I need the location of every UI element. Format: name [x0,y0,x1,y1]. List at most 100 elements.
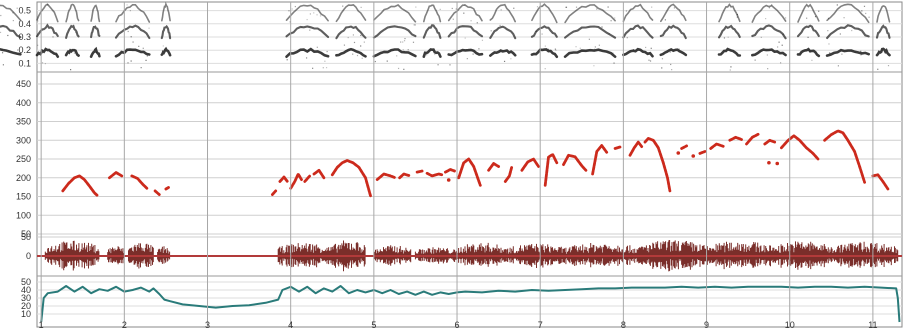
spectrogram-harmonic [35,23,59,38]
spectrogram-tick-label: 0.2 [18,45,31,55]
pitch-contour [278,175,289,183]
spectrogram-speck [565,6,568,8]
spectrogram-speck [887,65,890,67]
pitch-tick-label: 50 [21,229,31,239]
spectrogram-harmonic [335,25,367,40]
spectrogram-speck [472,53,474,55]
spectrogram-speck [555,49,557,51]
spectrogram-burst [622,3,654,62]
intensity-panel [37,281,902,323]
spectrogram-speck [127,62,129,64]
spectrogram-harmonic [825,48,870,57]
spectrogram-burst [160,1,172,57]
spectrogram-burst [875,5,891,70]
spectrogram-speck [661,67,663,69]
spectrogram-speck [481,39,484,41]
pitch-point [767,160,771,165]
spectrogram-harmonic [65,3,80,23]
spectrogram-speck [865,12,867,15]
spectrogram-harmonic [875,47,891,57]
pitch-contour [745,132,760,146]
spectrogram-tick-label: 0.4 [18,19,31,29]
spectrogram-speck [0,14,2,17]
spectrogram-harmonic [622,3,654,23]
pitch-contour [415,169,424,174]
spectrogram-speck [510,58,512,60]
spectrogram-speck [356,54,359,57]
pitch-point [775,161,780,166]
spectrogram-speck [828,43,830,45]
spectrogram-speck [470,20,472,22]
pitch-point [691,154,696,158]
spectrogram-burst [447,4,484,66]
spectrogram-speck [499,24,501,27]
spectrogram-speck [767,68,769,70]
spectrogram-speck [781,44,783,46]
spectrogram-speck [841,53,843,55]
spectrogram-speck [313,12,315,14]
spectrogram-speck [671,69,673,71]
spectrogram-harmonic [660,3,687,23]
spectrogram-speck [130,36,132,38]
spectrogram-harmonic [372,25,417,39]
waveform-tick-label: 0 [26,251,31,261]
pitch-tick-label: 100 [16,210,31,220]
time-axis [40,2,874,327]
spectrogram-speck [466,58,468,60]
spectrogram-speck [127,30,129,33]
pitch-contour [871,173,890,191]
pitch-tick-label: 250 [16,154,31,164]
chart-frame [36,1,903,328]
spectrogram-harmonic [564,4,616,24]
spectrogram-speck [451,7,453,10]
spectrogram-burst [751,4,787,70]
spectrogram-harmonic [422,24,442,39]
intensity-tick-label: 20 [21,301,31,311]
spectrogram-speck [126,4,128,6]
spectrogram-burst [422,4,442,66]
spectrogram-harmonic [114,24,151,40]
spectrogram-speck [651,6,653,8]
pitch-contour [108,171,124,180]
spectrogram-harmonic [659,24,687,40]
pitch-contour [698,150,707,155]
spectrogram-harmonic [876,5,891,23]
spectrogram-speck [500,9,502,11]
spectrogram-speck [601,26,603,28]
spectrogram-harmonic [90,4,101,23]
spectrogram-speck [138,45,140,47]
spectrogram-harmonic [563,48,617,58]
waveform-tick-label: 50 [21,232,31,242]
pitch-contour [444,168,456,174]
spectrogram-speck [860,54,862,56]
spectrogram-harmonic [796,24,820,38]
spectrogram-speck [396,55,398,57]
spectrogram-harmonic [530,48,559,59]
spectrogram-speck [476,22,478,24]
spectrogram-speck [814,16,817,18]
pitch-tick-label: 200 [16,173,31,183]
spectrogram-speck [16,7,18,9]
spectrogram-harmonic [718,3,741,23]
spectrogram-speck [69,69,72,71]
spectrogram-harmonic [717,24,741,39]
time-tick-label: 9 [704,320,709,329]
spectrogram-speck [645,46,647,49]
spectrogram-speck [412,41,415,43]
spectrogram-burst [489,3,517,63]
spectrogram-speck [626,37,628,39]
spectrogram-speck [44,63,46,65]
spectrogram-speck [353,41,356,44]
spectrogram-speck [839,33,841,35]
pitch-contour [613,145,622,150]
spectrogram-harmonic [489,3,516,23]
spectrogram-speck [818,10,820,12]
spectrogram-burst [64,3,80,71]
spectrogram-speck [648,59,650,61]
spectrogram-speck [400,41,402,43]
spectrogram-speck [402,41,404,43]
spectrogram-harmonic [751,4,787,23]
spectrogram-speck [343,44,346,46]
spectrogram-harmonic [90,25,101,39]
spectrogram-speck [437,64,439,66]
